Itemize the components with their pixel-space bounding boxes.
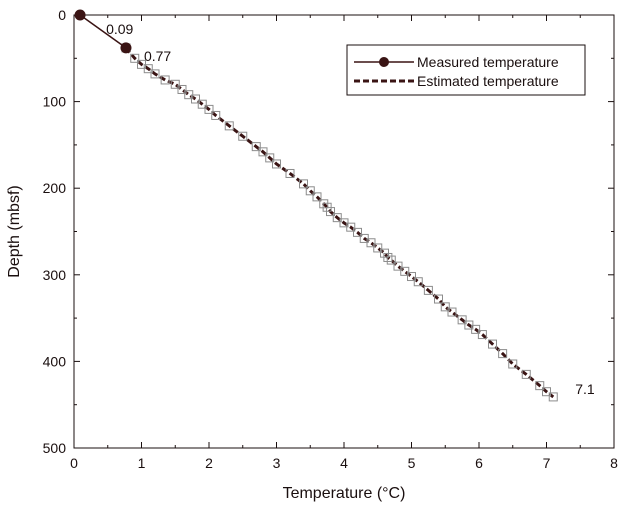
estimated-temperature-marker [272, 159, 281, 169]
estimated-temperature-marker [332, 213, 342, 223]
legend-label-estimated: Estimated temperature [417, 73, 559, 89]
estimated-temperature-marker [251, 142, 261, 152]
estimated-temperature-marker [440, 302, 450, 312]
y-tick-label: 100 [43, 94, 67, 110]
estimated-temperature-marker [353, 227, 362, 237]
estimated-temperature-marker [143, 64, 153, 74]
estimated-temperature-marker [265, 153, 275, 163]
estimated-temperature-marker [423, 285, 433, 295]
estimated-temperature-marker [366, 238, 376, 248]
estimated-temperature-marker [508, 359, 518, 369]
x-tick-label: 1 [138, 455, 146, 471]
estimated-temperature-marker [521, 369, 531, 379]
legend-label-measured: Measured temperature [417, 54, 559, 70]
x-axis-ticks: 0 1 2 3 4 5 6 7 8 [70, 15, 618, 471]
estimated-temperature-marker [305, 186, 315, 196]
y-tick-label: 500 [43, 440, 67, 456]
estimated-temperature-marker [326, 207, 335, 217]
legend-box [346, 44, 586, 96]
estimated-temperature-marker [400, 266, 410, 276]
y-tick-label: 400 [43, 353, 67, 369]
estimated-temperature-marker [471, 324, 481, 334]
estimated-temperature-marker [160, 75, 170, 85]
estimated-temperature-marker [285, 168, 295, 178]
x-axis-title: Temperature (°C) [283, 485, 406, 502]
estimated-temperature-marker [383, 252, 393, 262]
estimated-temperature-marker [170, 79, 180, 89]
estimated-temperature-marker [373, 243, 383, 253]
estimated-temperature-marker [177, 84, 187, 94]
y-tick-label: 0 [58, 7, 66, 23]
estimated-temperature-marker [299, 179, 308, 189]
estimated-temperature-marker [457, 315, 467, 325]
estimated-temperature-marker [319, 199, 329, 209]
estimated-temperature-marker [498, 349, 508, 359]
estimated-temperature-marker [211, 110, 221, 120]
measured-temperature-marker [120, 42, 132, 54]
legend-swatch-measured-marker [379, 57, 389, 67]
estimated-temperature-marker [535, 381, 545, 391]
estimated-temperature-marker [548, 392, 558, 402]
data-series [74, 9, 558, 402]
estimated-temperature-marker [224, 121, 234, 131]
data-annotation: 0.77 [144, 48, 171, 64]
estimated-temperature-line [124, 46, 555, 399]
x-tick-label: 5 [408, 455, 416, 471]
estimated-temperature-marker [413, 277, 423, 287]
estimated-temperature-marker [488, 339, 497, 349]
estimated-temperature-marker [477, 330, 487, 340]
x-tick-label: 3 [273, 455, 281, 471]
annotations: 0.09 0.77 7.1 [106, 21, 595, 397]
x-tick-label: 7 [543, 455, 551, 471]
estimated-temperature-marker [258, 147, 268, 157]
y-tick-label: 200 [43, 180, 67, 196]
legend: Measured temperature Estimated temperatu… [346, 44, 586, 96]
data-annotation: 0.09 [106, 21, 133, 37]
estimated-temperature-marker [312, 192, 322, 202]
estimated-temperature-marker [204, 104, 214, 114]
estimated-temperature-marker [393, 261, 403, 271]
estimated-temperature-marker [197, 99, 207, 109]
y-tick-label: 300 [43, 267, 67, 283]
estimated-temperature-marker [407, 272, 416, 282]
estimated-temperature-marker [346, 222, 356, 232]
x-tick-label: 0 [70, 455, 78, 471]
estimated-temperature-marker [238, 131, 248, 141]
x-tick-label: 2 [205, 455, 213, 471]
x-tick-label: 6 [475, 455, 483, 471]
measured-temperature-marker [74, 9, 86, 21]
x-tick-label: 8 [610, 455, 618, 471]
estimated-temperature-marker [386, 255, 396, 265]
estimated-temperature-marker [447, 307, 457, 317]
data-annotation: 7.1 [575, 381, 595, 397]
estimated-temperature-marker [542, 387, 551, 397]
estimated-temperature-marker [191, 94, 200, 104]
x-tick-label: 4 [340, 455, 348, 471]
estimated-temperature-marker [150, 69, 160, 79]
estimated-temperature-marker [434, 294, 443, 304]
estimated-temperature-marker [130, 53, 140, 63]
y-axis-title: Depth (mbsf) [6, 185, 23, 277]
measured-temperature-line [79, 14, 127, 49]
